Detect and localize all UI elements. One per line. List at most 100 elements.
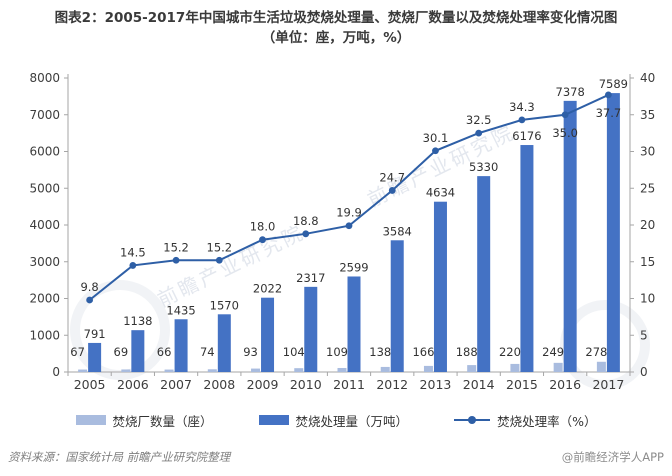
plants-data-label: 67	[70, 345, 85, 359]
amount-data-label: 7378	[556, 85, 585, 99]
x-axis-label: 2010	[290, 377, 322, 392]
bar-amount	[433, 201, 447, 372]
bar-amount	[174, 319, 188, 372]
bar-plants	[380, 366, 390, 372]
title-block: 图表2：2005-2017年中国城市生活垃圾焚烧处理量、焚烧厂数量以及焚烧处理率…	[0, 8, 672, 48]
right-axis-tick-label: 5	[640, 328, 648, 342]
rate-marker	[388, 187, 396, 194]
bar-plants	[164, 369, 174, 372]
legend-label-plants: 焚烧厂数量（座）	[112, 413, 213, 429]
rate-data-label: 19.9	[336, 206, 362, 220]
bar-amount	[390, 240, 404, 372]
legend-swatch-amount	[258, 415, 289, 425]
bar-amount	[217, 314, 231, 372]
legend: 焚烧厂数量（座） 焚烧处理量（万吨） 焚烧处理率（%）	[0, 409, 672, 431]
bar-amount	[304, 286, 318, 372]
right-axis-tick-label: 20	[640, 218, 655, 232]
bar-amount	[131, 330, 145, 372]
plants-data-label: 104	[283, 345, 305, 359]
bar-amount	[520, 145, 534, 372]
left-axis-tick-label: 6000	[29, 145, 60, 159]
right-axis-tick-label: 15	[640, 255, 655, 269]
legend-item-amount: 焚烧处理量（万吨）	[258, 411, 409, 430]
amount-data-label: 4634	[426, 186, 455, 200]
amount-data-label: 791	[84, 327, 106, 341]
plants-data-label: 220	[499, 345, 521, 359]
rate-marker	[604, 91, 612, 99]
plants-data-label: 109	[326, 345, 348, 359]
bar-plants	[596, 361, 606, 372]
x-axis-label: 2011	[333, 377, 365, 392]
amount-data-label: 3584	[383, 224, 412, 238]
legend-label-rate: 焚烧处理率（%）	[497, 413, 597, 429]
plants-data-label: 166	[412, 345, 434, 359]
rate-marker	[259, 236, 266, 244]
x-axis-label: 2009	[247, 377, 279, 392]
rate-data-label: 18.0	[250, 220, 276, 234]
right-axis-tick-label: 35	[640, 108, 655, 122]
amount-data-label: 5330	[469, 160, 498, 174]
rate-marker	[86, 296, 94, 304]
bar-amount	[477, 176, 491, 372]
bar-plants	[553, 362, 563, 372]
plants-data-label: 69	[114, 345, 129, 359]
rate-data-label: 32.5	[466, 113, 492, 127]
rate-data-label: 14.5	[120, 245, 146, 259]
plants-data-label: 93	[243, 345, 258, 359]
legend-swatch-plants	[75, 415, 106, 425]
amount-data-label: 7589	[599, 77, 628, 91]
rate-data-label: 30.1	[423, 131, 449, 145]
plants-data-label: 138	[369, 345, 391, 359]
rate-marker	[561, 111, 569, 119]
rate-marker	[518, 116, 526, 124]
plants-data-label: 278	[585, 345, 607, 359]
bar-plants	[207, 369, 217, 372]
amount-data-label: 6176	[512, 129, 541, 143]
left-axis-tick-label: 7000	[29, 108, 60, 122]
brand-watermark: @前瞻经济学人APP	[561, 450, 664, 464]
bar-plants	[251, 368, 261, 372]
bar-amount	[261, 297, 275, 372]
left-axis-tick-label: 3000	[29, 255, 60, 269]
left-axis-tick-label: 4000	[29, 218, 60, 232]
amount-data-label: 2317	[296, 271, 325, 285]
x-axis-label: 2014	[463, 377, 495, 392]
x-axis-label: 2006	[117, 377, 149, 392]
legend-item-plants: 焚烧厂数量（座）	[75, 411, 213, 430]
rate-data-label: 15.2	[163, 240, 189, 254]
amount-data-label: 2022	[253, 282, 282, 296]
amount-data-label: 1435	[166, 303, 195, 317]
right-axis-tick-label: 25	[640, 181, 655, 195]
x-axis-label: 2017	[592, 377, 624, 392]
right-axis-tick-label: 0	[640, 365, 648, 379]
bar-plants	[121, 369, 131, 372]
right-axis-tick-label: 30	[640, 145, 655, 159]
rate-data-label: 18.8	[293, 214, 319, 228]
chart-canvas: 0 1000 2000 3000 4000 5000 6000 7000 8000 0 5 10 15 2…	[29, 71, 655, 392]
left-axis-tick-label: 5000	[29, 181, 60, 195]
amount-data-label: 2599	[339, 260, 368, 274]
chart-title-line1: 图表2：2005-2017年中国城市生活垃圾焚烧处理量、焚烧厂数量以及焚烧处理率…	[54, 10, 618, 26]
rate-marker	[345, 222, 353, 230]
left-axis-tick-label: 0	[52, 365, 60, 379]
bar-plants	[337, 367, 347, 372]
rate-marker	[129, 262, 137, 269]
rate-marker	[215, 256, 223, 264]
source-note: 资料来源：国家统计局 前瞻产业研究院整理	[8, 450, 231, 464]
bar-plants	[510, 363, 520, 372]
plants-data-label: 74	[200, 345, 215, 359]
bar-plants	[467, 365, 477, 372]
footer: 资料来源：国家统计局 前瞻产业研究院整理 @前瞻经济学人APP	[0, 447, 672, 467]
x-axis-label: 2005	[74, 377, 106, 392]
plants-data-label: 188	[456, 345, 478, 359]
left-axis-tick-label: 1000	[29, 328, 60, 342]
amount-data-label: 1570	[210, 298, 239, 312]
plants-data-label: 66	[157, 345, 172, 359]
amount-data-label: 1138	[123, 314, 152, 328]
bar-plants	[294, 368, 304, 372]
left-axis-tick-label: 8000	[29, 71, 60, 85]
legend-label-amount: 焚烧处理量（万吨）	[295, 413, 409, 429]
legend-swatch-rate	[454, 415, 491, 425]
right-axis-tick-label: 40	[640, 71, 655, 85]
